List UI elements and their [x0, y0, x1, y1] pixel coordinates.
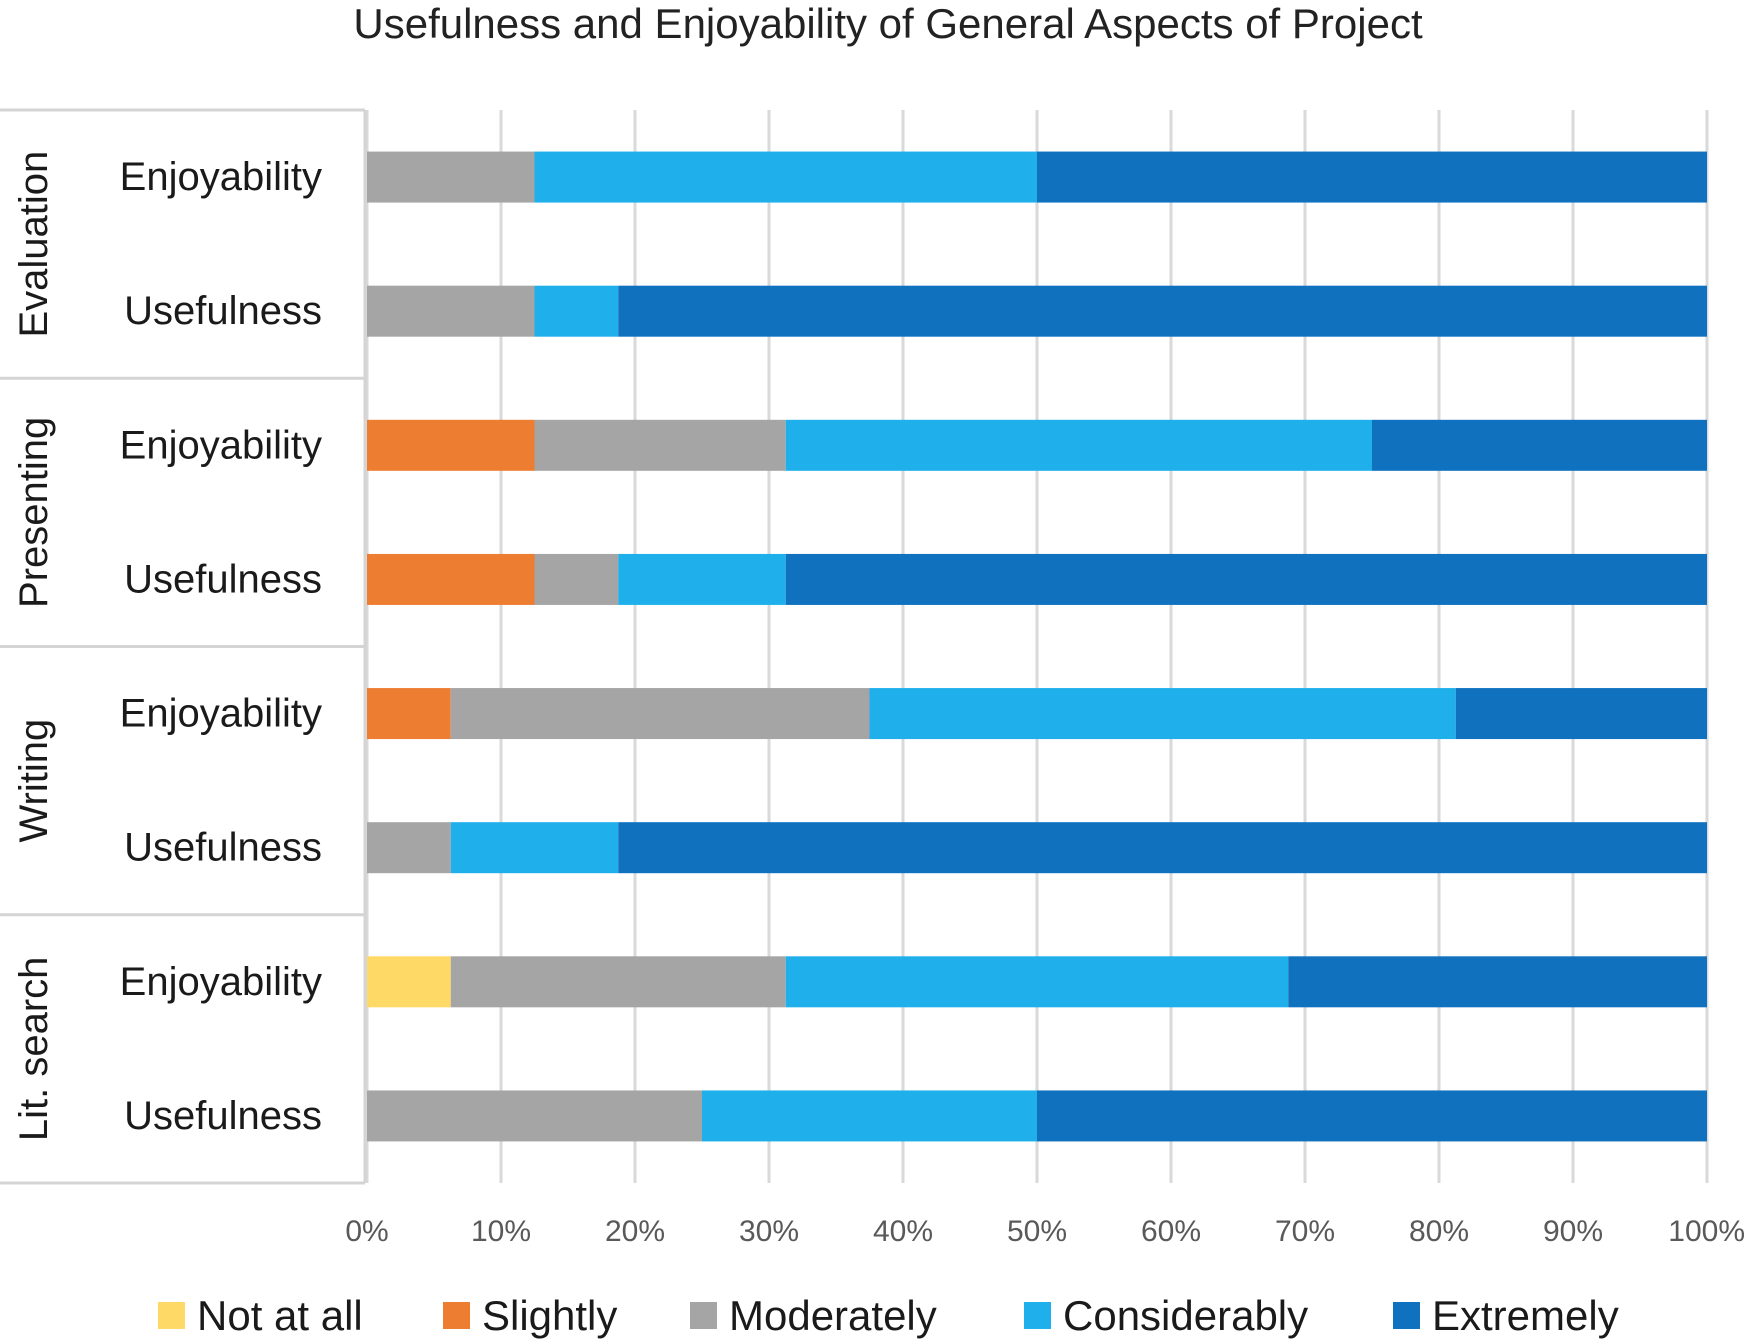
x-tick-label: 80%	[1409, 1215, 1469, 1248]
bar-segment	[534, 285, 619, 337]
x-tick-label: 10%	[471, 1215, 531, 1248]
group-label: Lit. search	[12, 957, 56, 1142]
x-tick-label: 20%	[605, 1215, 665, 1248]
row-label: Usefulness	[124, 826, 322, 870]
bar-segment	[367, 553, 535, 605]
group-label: Evaluation	[12, 151, 56, 338]
legend-swatch	[1393, 1302, 1420, 1329]
bar-segment	[1288, 956, 1707, 1008]
legend: Not at all Slightly Moderately Considerably…	[158, 1292, 1619, 1339]
row-label: Usefulness	[124, 557, 322, 601]
gridlines	[365, 110, 1709, 1183]
bar-segment	[1037, 151, 1707, 203]
bar-segment	[785, 419, 1372, 471]
group-label: Presenting	[12, 417, 56, 608]
group-labels: Evaluation Presenting Writing Lit. search	[12, 151, 56, 1141]
bar-segment	[367, 285, 535, 337]
bar-segment	[702, 1090, 1037, 1142]
legend-swatch	[443, 1302, 470, 1329]
bar-segment	[618, 553, 786, 605]
bar-segment	[450, 956, 786, 1008]
chart-title: Usefulness and Enjoyability of General A…	[353, 0, 1423, 47]
bar-segment	[534, 553, 619, 605]
row-label: Usefulness	[124, 1094, 322, 1138]
legend-label: Moderately	[729, 1292, 937, 1339]
bar-segment	[367, 419, 535, 471]
bar-segment	[367, 1090, 702, 1142]
bar-segment	[1372, 419, 1707, 471]
row-label: Enjoyability	[120, 423, 322, 467]
row-label: Enjoyability	[120, 960, 322, 1004]
row-label: Enjoyability	[120, 692, 322, 736]
bar-segment	[450, 688, 870, 740]
x-axis-tick-labels: 0% 10% 20% 30% 40% 50% 60% 70% 80% 90% 100%	[345, 1215, 1745, 1248]
x-tick-label: 90%	[1543, 1215, 1603, 1248]
bar-segment	[367, 688, 451, 740]
bar-segment	[785, 553, 1707, 605]
x-tick-label: 70%	[1275, 1215, 1335, 1248]
category-axis-frame	[0, 108, 367, 1185]
legend-swatch	[690, 1302, 717, 1329]
row-label: Enjoyability	[120, 155, 322, 199]
row-labels: Enjoyability Usefulness Enjoyability Useful…	[120, 155, 322, 1138]
x-tick-label: 40%	[873, 1215, 933, 1248]
bar-segment	[1037, 1090, 1707, 1142]
x-tick-label: 50%	[1007, 1215, 1067, 1248]
group-label: Writing	[12, 719, 56, 843]
x-tick-label: 100%	[1668, 1215, 1745, 1248]
bar-segment	[618, 285, 1707, 337]
bar-segment	[1455, 688, 1707, 740]
x-tick-label: 30%	[739, 1215, 799, 1248]
row-label: Usefulness	[124, 289, 322, 333]
legend-label: Slightly	[482, 1292, 617, 1339]
bar-segment	[367, 151, 535, 203]
legend-label: Extremely	[1432, 1292, 1619, 1339]
legend-label: Not at all	[197, 1292, 363, 1339]
legend-label: Considerably	[1063, 1292, 1308, 1339]
bar-segment	[785, 956, 1289, 1008]
bar-segment	[534, 419, 786, 471]
bars	[367, 151, 1707, 1142]
bar-segment	[534, 151, 1037, 203]
x-tick-label: 60%	[1141, 1215, 1201, 1248]
bar-segment	[618, 822, 1707, 874]
x-tick-label: 0%	[345, 1215, 388, 1248]
bar-segment	[367, 956, 451, 1008]
bar-segment	[367, 822, 451, 874]
legend-swatch	[1024, 1302, 1051, 1329]
bar-segment	[869, 688, 1456, 740]
legend-swatch	[158, 1302, 185, 1329]
bar-segment	[450, 822, 619, 874]
